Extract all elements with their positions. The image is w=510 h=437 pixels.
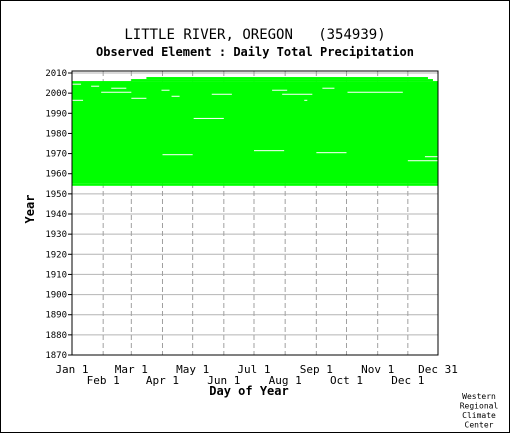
data-gap (282, 93, 313, 95)
y-tick-label: 2000 (45, 89, 67, 99)
x-tick-label: Apr 1 (146, 374, 179, 387)
data-gap (193, 117, 224, 119)
plot-border (71, 70, 439, 356)
data-gap (72, 83, 82, 85)
data-gap (101, 91, 132, 93)
data-gap (161, 89, 170, 91)
data-segment (72, 183, 438, 186)
data-gap (171, 95, 180, 97)
x-tick-label: Oct 1 (330, 374, 363, 387)
y-tick-label: 1880 (45, 331, 67, 341)
chart-title: LITTLE RIVER, OREGON (354939) (124, 27, 385, 43)
y-tick-label: 1870 (45, 351, 67, 361)
data-coverage (72, 77, 438, 186)
x-tick-label: Aug 1 (269, 374, 302, 387)
y-axis-label: Year (23, 195, 37, 224)
x-tick-label: Mar 1 (115, 363, 148, 376)
x-axis-ticks: Jan 1 Mar 1 May 1 Jul 1 Sep 1 Nov 1 Dec 31 Feb … (55, 363, 457, 387)
y-tick-label: 1890 (45, 311, 67, 321)
y-tick-label: 1930 (45, 230, 67, 240)
y-tick-label: 1970 (45, 150, 67, 160)
data-gap (91, 85, 100, 87)
chart-subtitle: Observed Element : Daily Total Precipita… (96, 45, 414, 59)
data-segment (146, 77, 428, 80)
y-tick-label: 1900 (45, 291, 67, 301)
data-gap (211, 93, 232, 95)
x-axis-label: Day of Year (209, 384, 288, 398)
data-gap (131, 97, 147, 99)
data-gap (407, 160, 438, 162)
y-tick-label: 2010 (45, 69, 67, 79)
data-gap (347, 91, 403, 93)
data-segment (131, 79, 433, 82)
data-gap (72, 99, 84, 101)
credit-line: Center (465, 421, 494, 430)
credit-line: Western (462, 392, 496, 401)
data-gap (162, 154, 193, 156)
data-gap (304, 99, 308, 101)
x-tick-label: Dec 1 (391, 374, 424, 387)
y-tick-label: 1960 (45, 170, 67, 180)
x-tick-label: Jan 1 (55, 363, 88, 376)
y-tick-label: 1990 (45, 109, 67, 119)
x-tick-label: May 1 (176, 363, 209, 376)
x-tick-label: Feb 1 (87, 374, 120, 387)
x-tick-label: Jul 1 (237, 363, 270, 376)
x-tick-label: Sep 1 (300, 363, 333, 376)
y-tick-label: 1950 (45, 190, 67, 200)
x-tick-label: Dec 31 (418, 363, 458, 376)
data-block (72, 81, 438, 184)
x-tick-label: Nov 1 (361, 363, 394, 376)
data-gap (272, 89, 288, 91)
data-gap (424, 156, 438, 158)
y-tick-label: 1980 (45, 129, 67, 139)
y-tick-label: 1910 (45, 270, 67, 280)
y-tick-label: 1920 (45, 250, 67, 260)
data-gap (111, 87, 127, 89)
data-gap (316, 152, 347, 154)
credit-line: Regional (460, 402, 499, 411)
credit-line: Climate (462, 411, 496, 420)
x-tick-label: Jun 1 (207, 374, 240, 387)
data-gap (322, 87, 335, 89)
y-tick-label: 1940 (45, 210, 67, 220)
y-axis-ticks: 1870 1880 1890 1900 1910 1920 1930 1940 1950 1960… (45, 69, 72, 361)
data-gaps (72, 83, 438, 162)
data-gap (253, 150, 285, 152)
